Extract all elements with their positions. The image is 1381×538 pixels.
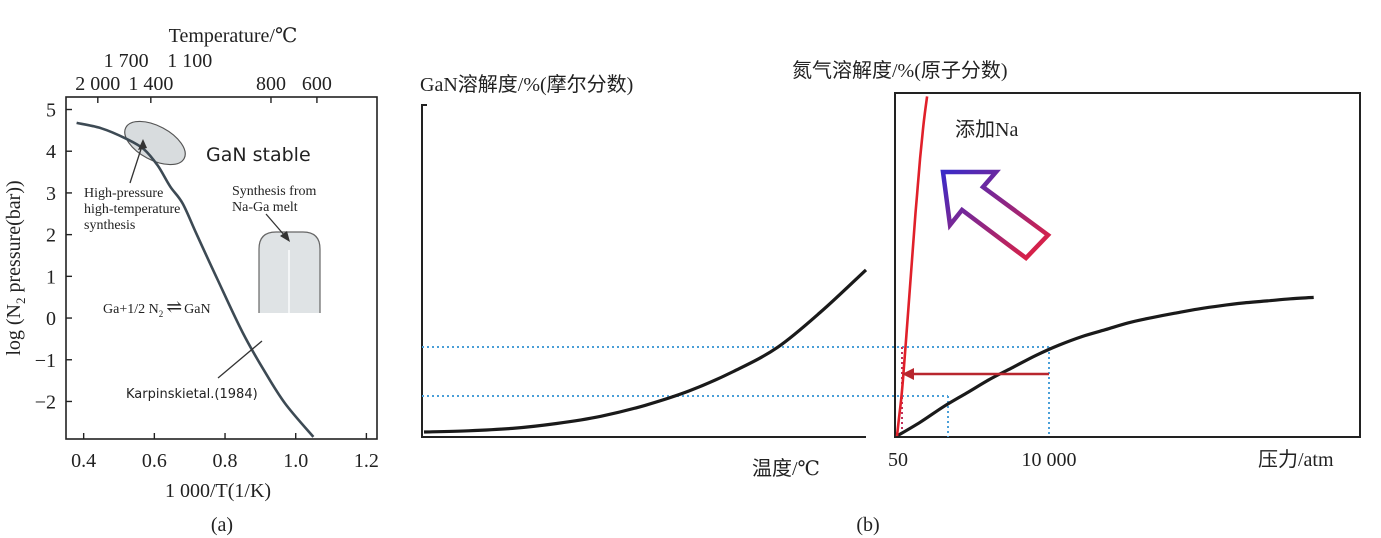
y-axis-label: log (N2 pressure(bar)) bbox=[3, 180, 28, 355]
series-line-na-added bbox=[895, 96, 929, 437]
top-tick-label: 800 bbox=[256, 73, 286, 95]
plot-frame-b2 bbox=[894, 92, 1361, 438]
x-tick-label: 1.0 bbox=[283, 450, 308, 472]
x-tick-label: 0.8 bbox=[213, 450, 238, 472]
series-line-b1 bbox=[423, 268, 868, 434]
top-tick-label: 600 bbox=[302, 73, 332, 95]
reaction-label: Ga+1/2 N2 ⇌ GaN bbox=[103, 297, 211, 319]
y-tick-label: 5 bbox=[46, 100, 56, 122]
y-axis-label-nitrogen: 氮气溶解度/%(原子分数) bbox=[792, 59, 1008, 82]
red-guide-arrowhead bbox=[902, 368, 914, 380]
plot-frame-a bbox=[65, 96, 378, 440]
y-tick-label: 1 bbox=[46, 266, 56, 288]
hp-synthesis-region bbox=[124, 120, 186, 166]
panel-b-left-chart: GaN溶解度/%(摩尔分数) 温度/℃ bbox=[420, 73, 1050, 480]
na-leader-line bbox=[265, 213, 286, 237]
x-tick-label-10000: 10 000 bbox=[1022, 449, 1077, 471]
x-axis-label: 1 000/T(1/K) bbox=[165, 480, 271, 502]
reference-label: Karpinskietal.(1984) bbox=[126, 387, 258, 402]
hp-label-line3: synthesis bbox=[84, 218, 135, 233]
axes-frame-b1 bbox=[421, 104, 866, 438]
na-label-line2: Na-Ga melt bbox=[232, 200, 298, 215]
hp-label-line1: High-pressure bbox=[84, 186, 163, 201]
gan-stable-label: GaN stable bbox=[206, 144, 311, 166]
na-label-line1: Synthesis from bbox=[232, 184, 317, 199]
x-tick-label: 0.4 bbox=[71, 450, 96, 472]
x-axis-label-pressure: 压力/atm bbox=[1258, 448, 1334, 471]
y-axis-label-solubility: GaN溶解度/%(摩尔分数) bbox=[420, 73, 633, 96]
x-tick-label-50: 50 bbox=[888, 449, 908, 471]
top-tick-label: 1 700 bbox=[104, 50, 149, 72]
y-tick-label: −1 bbox=[35, 350, 56, 372]
panel-b-caption: (b) bbox=[856, 514, 879, 536]
x-tick-label: 0.6 bbox=[142, 450, 167, 472]
y-tick-label: −2 bbox=[35, 391, 56, 413]
hp-leader-line bbox=[129, 145, 143, 184]
top-tick-label: 1 100 bbox=[167, 50, 212, 72]
x-axis-ticks: 0.4 0.6 0.8 1.0 1.2 bbox=[71, 433, 379, 472]
reference-leader-line bbox=[217, 340, 263, 379]
y-tick-label: 2 bbox=[46, 225, 56, 247]
y-axis-ticks: 5 4 3 2 1 0 −1 −2 bbox=[35, 100, 72, 413]
top-tick-label: 2 000 bbox=[75, 73, 120, 95]
hp-label-line2: high-temperature bbox=[84, 202, 180, 217]
panel-a-chart: 0.4 0.6 0.8 1.0 1.2 5 4 3 2 1 0 −1 −2 2 000 1 400 800… bbox=[3, 25, 379, 536]
na-added-label: 添加Na bbox=[955, 118, 1018, 141]
panel-b-right-chart: 氮气溶解度/%(原子分数) 添加Na 50 10 000 压力/atm bbox=[792, 59, 1361, 471]
top-axis-label: Temperature/℃ bbox=[169, 25, 298, 47]
x-tick-label: 1.2 bbox=[354, 450, 379, 472]
top-axis-ticks: 2 000 1 400 800 600 1 700 1 100 bbox=[75, 50, 332, 103]
hp-leader-arrowhead bbox=[138, 139, 147, 150]
y-tick-label: 0 bbox=[46, 308, 56, 330]
panel-a-caption: (a) bbox=[211, 514, 233, 536]
gradient-direction-arrow bbox=[940, 169, 1052, 261]
x-axis-label-temperature: 温度/℃ bbox=[752, 457, 820, 480]
top-tick-label: 1 400 bbox=[128, 73, 173, 95]
na-leader-arrowhead bbox=[280, 231, 290, 242]
y-tick-label: 3 bbox=[46, 183, 56, 205]
series-line-b2-black bbox=[896, 295, 1314, 438]
series-line-a bbox=[76, 121, 315, 438]
y-tick-label: 4 bbox=[46, 141, 56, 163]
